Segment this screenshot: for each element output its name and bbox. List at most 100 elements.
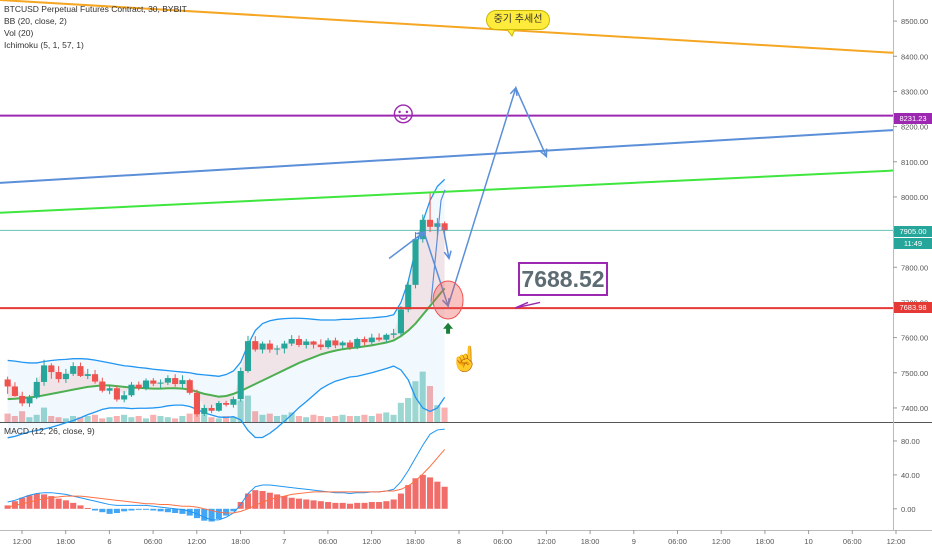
volume-bar xyxy=(354,416,361,422)
volume-bar xyxy=(223,416,230,422)
price-tick-label: 7400.00 xyxy=(901,404,928,413)
candle-body xyxy=(92,374,99,382)
macd-histogram-bar xyxy=(4,505,11,509)
volume-bar xyxy=(135,416,142,422)
time-tick-label: 9 xyxy=(632,537,636,546)
candle-body xyxy=(405,284,412,310)
volume-bar xyxy=(273,416,281,422)
smiley-icon: ☺ xyxy=(387,94,420,130)
candle-body xyxy=(274,348,281,350)
macd-histogram-bar xyxy=(266,492,273,509)
time-tick-label: 12:00 xyxy=(187,537,206,546)
macd-histogram-bar xyxy=(77,505,84,509)
macd-histogram-bar xyxy=(41,494,48,509)
green-trendline xyxy=(0,169,894,214)
forecast-arrowhead xyxy=(539,148,548,159)
red-level-tag: 7683.98 xyxy=(894,302,932,313)
macd-histogram-bar xyxy=(142,508,150,510)
candle-body xyxy=(172,378,179,385)
time-tick-label: 06:00 xyxy=(843,537,862,546)
volume-bar xyxy=(383,412,390,422)
macd-histogram-bar xyxy=(92,508,99,511)
candle-body xyxy=(427,219,434,227)
macd-histogram-bar xyxy=(427,477,434,509)
candle-body xyxy=(244,341,252,372)
macd-histogram-bar xyxy=(135,508,142,510)
macd-histogram-bar xyxy=(55,498,62,509)
time-tick-label: 12:00 xyxy=(712,537,731,546)
volume-bar xyxy=(113,416,120,422)
price-tick-label: 8000.00 xyxy=(901,193,928,202)
macd-histogram-bar xyxy=(332,502,339,509)
vol-legend[interactable]: Vol (20) xyxy=(4,28,34,38)
ichimoku-legend[interactable]: Ichimoku (5, 1, 57, 1) xyxy=(4,40,84,50)
macd-legend[interactable]: MACD (12, 26, close, 9) xyxy=(4,426,95,436)
macd-histogram-bar xyxy=(48,496,55,509)
macd-histogram-bar xyxy=(237,502,244,509)
candle-body xyxy=(215,403,222,411)
drop-arrowhead xyxy=(443,250,452,261)
candle-body xyxy=(376,337,383,340)
time-tick-label: 06:00 xyxy=(493,537,512,546)
volume-bar xyxy=(91,414,98,422)
macd-signal-line xyxy=(7,449,446,514)
macd-histogram-bar xyxy=(201,508,208,521)
macd-histogram-bar xyxy=(128,508,135,511)
macd-histogram-bar xyxy=(208,508,215,522)
countdown-tag: 11:49 xyxy=(894,238,932,249)
price-tick-label: 8100.00 xyxy=(901,158,928,167)
candle-body xyxy=(164,378,171,383)
orange-trendline xyxy=(0,0,894,54)
bb-upper-line xyxy=(7,178,446,377)
candle-body xyxy=(419,219,426,240)
bb-legend[interactable]: BB (20, close, 2) xyxy=(4,16,67,26)
volume-bar xyxy=(303,417,310,422)
macd-histogram-bar xyxy=(230,508,237,512)
candle-body xyxy=(186,380,193,393)
volume-bar xyxy=(26,417,33,422)
volume-bar xyxy=(33,414,40,422)
macd-histogram-bar xyxy=(70,502,77,509)
candle-body xyxy=(142,380,150,389)
time-tick-label: 06:00 xyxy=(144,537,163,546)
time-tick-label: 18:00 xyxy=(581,537,600,546)
candle-body xyxy=(368,337,375,343)
candle-body xyxy=(332,340,339,346)
time-tick-label: 18:00 xyxy=(756,537,775,546)
candle-body xyxy=(259,343,266,350)
ichimoku-cloud xyxy=(7,219,445,408)
time-tick-label: 12:00 xyxy=(537,537,556,546)
candle-body xyxy=(317,344,324,348)
current-price-tag: 7905.00 xyxy=(894,226,932,237)
macd-histogram-bar xyxy=(106,508,113,514)
price-tick-label: 7800.00 xyxy=(901,263,928,272)
volume-bar xyxy=(288,412,295,422)
macd-histogram-bar xyxy=(368,502,375,509)
forecast-arrowhead xyxy=(416,231,426,240)
volume-bar xyxy=(77,417,84,422)
volume-bar xyxy=(339,414,346,422)
macd-histogram-bar xyxy=(383,501,390,509)
price-annotation[interactable]: 7688.52 xyxy=(518,262,608,296)
bottom-highlight-circle xyxy=(432,280,464,320)
volume-bar xyxy=(62,418,69,422)
buy-arrow-icon xyxy=(443,322,454,334)
trendline-callout[interactable]: 중기 추세선 xyxy=(486,10,550,30)
volume-bar xyxy=(128,417,135,422)
volume-bar xyxy=(426,386,434,422)
candle-body xyxy=(252,341,259,350)
macd-tick-label: 40.00 xyxy=(901,471,920,480)
candle-body xyxy=(62,373,69,380)
volume-bar xyxy=(310,414,317,422)
volume-bar xyxy=(164,417,171,422)
symbol-legend[interactable]: BTCUSD Perpetual Futures Contract, 30, B… xyxy=(4,4,187,14)
candle-body xyxy=(288,339,295,344)
candle-body xyxy=(383,334,390,340)
candle-body xyxy=(237,371,244,400)
price-tick-label: 7500.00 xyxy=(901,369,928,378)
candle-body xyxy=(361,339,368,343)
volume-bar xyxy=(121,414,128,422)
